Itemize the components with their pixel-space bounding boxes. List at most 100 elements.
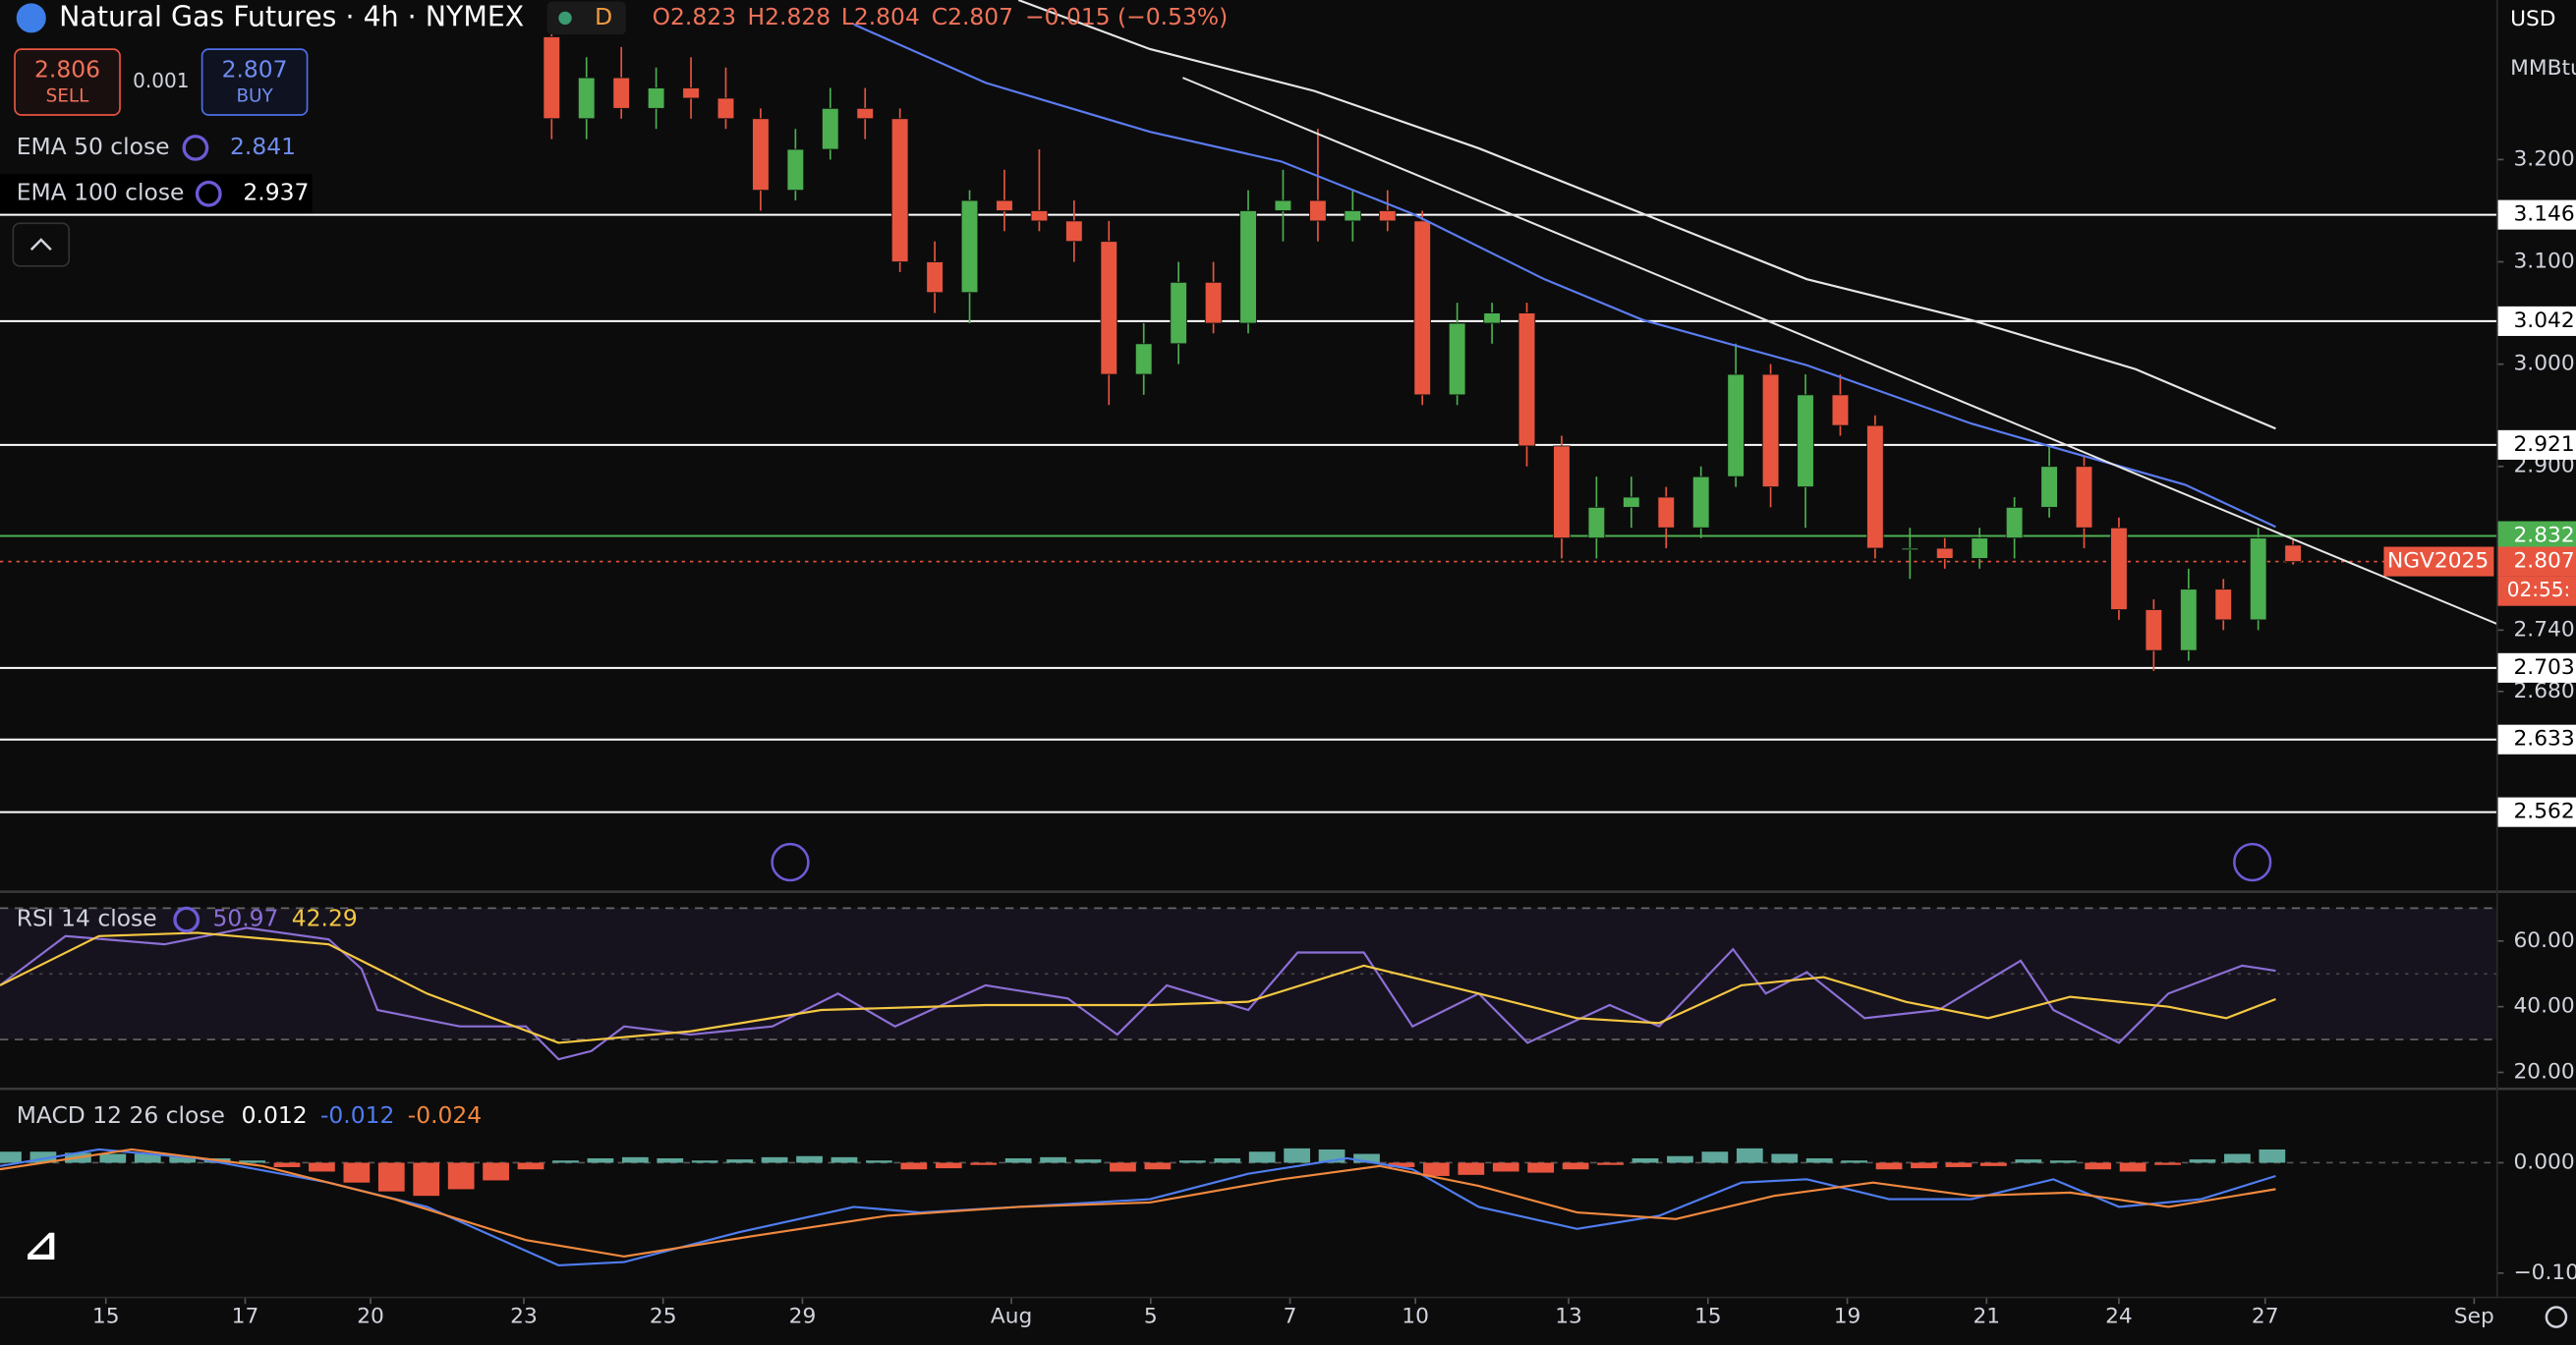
histogram-bar	[1979, 1162, 2007, 1166]
histogram-bar	[1423, 1162, 1450, 1176]
x-tick-label: 10	[1402, 1305, 1429, 1329]
session-label: D	[595, 3, 612, 30]
histogram-bar	[1911, 1162, 1937, 1169]
candle-body	[822, 107, 839, 150]
level-label-box	[2496, 797, 2576, 827]
indicator-title: RSI 14 close	[17, 905, 157, 932]
candle-body	[612, 77, 630, 109]
trend-line	[1182, 77, 2498, 625]
indicator-value: 42.29	[292, 905, 358, 932]
session-badge[interactable]	[546, 1, 626, 35]
event-icon[interactable]	[2233, 842, 2272, 882]
histogram-bar	[935, 1162, 962, 1169]
histogram-bar	[866, 1160, 892, 1163]
histogram-bar	[2259, 1149, 2286, 1163]
histogram-bar	[169, 1155, 197, 1163]
histogram-bar	[761, 1156, 788, 1163]
candle-body	[1971, 537, 1988, 559]
x-tick-label: 17	[232, 1305, 259, 1329]
histogram-bar	[1248, 1151, 1276, 1163]
histogram-bar	[483, 1162, 509, 1181]
candle-body	[543, 36, 561, 120]
histogram-bar	[2154, 1162, 2181, 1165]
histogram-bar	[1805, 1157, 1833, 1163]
candle-body	[716, 97, 735, 120]
y-tick-label: 3.000	[2513, 352, 2574, 376]
indicator-line	[0, 926, 2276, 1061]
candle-body	[1483, 312, 1501, 324]
histogram-bar	[1597, 1162, 1624, 1165]
indicator-value: 0.012	[242, 1101, 308, 1129]
level-label: 3.146	[2513, 202, 2574, 227]
y-tick-label: 3.200	[2513, 146, 2574, 171]
histogram-bar	[0, 1151, 22, 1163]
ema100-icon	[195, 180, 222, 207]
x-tick-label: 29	[789, 1305, 817, 1329]
ema100-highlight	[0, 174, 313, 214]
histogram-bar	[1527, 1162, 1555, 1173]
candle-body	[647, 87, 665, 109]
candle-body	[2005, 506, 2024, 539]
ema100-label: EMA 100 close	[17, 179, 185, 206]
candle-body	[786, 148, 805, 192]
level-label-box	[2496, 546, 2576, 577]
candle-body	[1691, 476, 1710, 529]
level-label: 2.633	[2513, 727, 2574, 752]
histogram-bar	[2049, 1160, 2077, 1163]
indicator-value: -0.012	[320, 1101, 394, 1129]
x-tick-label: 25	[650, 1305, 677, 1329]
candle-body	[960, 199, 979, 294]
currency: USD	[2510, 7, 2555, 31]
ema-line	[853, 23, 2276, 529]
histogram-bar	[1667, 1155, 1693, 1163]
histogram-bar	[1284, 1148, 1311, 1163]
ohlc-open: O2.823	[653, 3, 736, 30]
histogram-bar	[1562, 1162, 1589, 1170]
candle-body	[1727, 373, 1745, 477]
level-label-box	[2496, 521, 2576, 551]
histogram-bar	[2015, 1159, 2042, 1163]
buy-button[interactable]	[200, 48, 309, 116]
histogram-bar	[134, 1153, 161, 1163]
histogram-bar	[552, 1160, 579, 1163]
histogram-bar	[239, 1160, 265, 1163]
histogram-bar	[1875, 1162, 1903, 1170]
level-label: 3.042	[2513, 308, 2574, 333]
sell-button[interactable]	[14, 48, 121, 116]
indicator-title: MACD 12 26 close	[17, 1101, 225, 1129]
symbol-tag-box	[2383, 546, 2494, 577]
price-change: −0.015 (−0.53%)	[1025, 3, 1228, 30]
candle-body	[1134, 343, 1153, 375]
y-tick-label: 3.100	[2513, 250, 2574, 274]
y-tick-label: 60.00	[2513, 928, 2574, 953]
settings-icon[interactable]	[2545, 1306, 2568, 1328]
candle-body	[2180, 588, 2198, 651]
x-tick-label: 24	[2105, 1305, 2133, 1329]
histogram-bar	[99, 1153, 127, 1163]
candle-body	[890, 118, 909, 262]
histogram-bar	[1040, 1156, 1066, 1163]
x-tick-label: 15	[1694, 1305, 1722, 1329]
ema50-value: 2.841	[230, 133, 296, 160]
histogram-bar	[447, 1162, 475, 1190]
candle-body	[1239, 210, 1257, 324]
indicator-value: 50.97	[212, 905, 278, 932]
level-label: 2.703	[2513, 655, 2574, 680]
histogram-bar	[1458, 1162, 1485, 1175]
y-tick-label: 2.680	[2513, 679, 2574, 703]
x-tick-label: 13	[1555, 1305, 1582, 1329]
candle-body	[1866, 424, 1884, 549]
sell-price: 2.806	[34, 55, 100, 83]
histogram-bar	[691, 1160, 718, 1163]
level-label-box	[2496, 724, 2576, 755]
x-tick-label: 20	[357, 1305, 384, 1329]
x-tick-label: Sep	[2454, 1305, 2494, 1329]
symbol-tag: NGV2025	[2387, 549, 2489, 574]
candle-body	[1204, 281, 1223, 324]
x-tick-label: 7	[1284, 1305, 1297, 1329]
event-icon[interactable]	[771, 842, 810, 882]
collapse-button[interactable]	[12, 222, 71, 267]
candle-body	[1030, 210, 1049, 222]
